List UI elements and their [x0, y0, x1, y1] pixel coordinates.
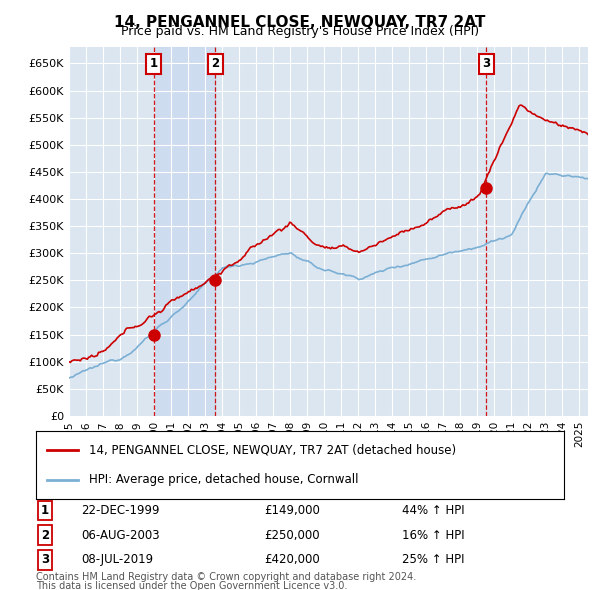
Text: 14, PENGANNEL CLOSE, NEWQUAY, TR7 2AT: 14, PENGANNEL CLOSE, NEWQUAY, TR7 2AT [115, 15, 485, 30]
Text: 2: 2 [41, 529, 49, 542]
Text: 2: 2 [211, 57, 219, 70]
Text: 3: 3 [482, 57, 490, 70]
Text: £420,000: £420,000 [264, 553, 320, 566]
Text: 22-DEC-1999: 22-DEC-1999 [81, 504, 160, 517]
Text: 1: 1 [149, 57, 158, 70]
Text: 08-JUL-2019: 08-JUL-2019 [81, 553, 153, 566]
Text: £250,000: £250,000 [264, 529, 320, 542]
Text: £149,000: £149,000 [264, 504, 320, 517]
Text: This data is licensed under the Open Government Licence v3.0.: This data is licensed under the Open Gov… [36, 581, 347, 590]
Text: 1: 1 [41, 504, 49, 517]
Text: Contains HM Land Registry data © Crown copyright and database right 2024.: Contains HM Land Registry data © Crown c… [36, 572, 416, 582]
Text: 14, PENGANNEL CLOSE, NEWQUAY, TR7 2AT (detached house): 14, PENGANNEL CLOSE, NEWQUAY, TR7 2AT (d… [89, 443, 456, 456]
Text: 3: 3 [41, 553, 49, 566]
Text: Price paid vs. HM Land Registry's House Price Index (HPI): Price paid vs. HM Land Registry's House … [121, 25, 479, 38]
Bar [154, 47, 215, 416]
Text: 44% ↑ HPI: 44% ↑ HPI [402, 504, 464, 517]
Text: 25% ↑ HPI: 25% ↑ HPI [402, 553, 464, 566]
Text: 06-AUG-2003: 06-AUG-2003 [81, 529, 160, 542]
Text: 16% ↑ HPI: 16% ↑ HPI [402, 529, 464, 542]
Text: HPI: Average price, detached house, Cornwall: HPI: Average price, detached house, Corn… [89, 473, 358, 486]
